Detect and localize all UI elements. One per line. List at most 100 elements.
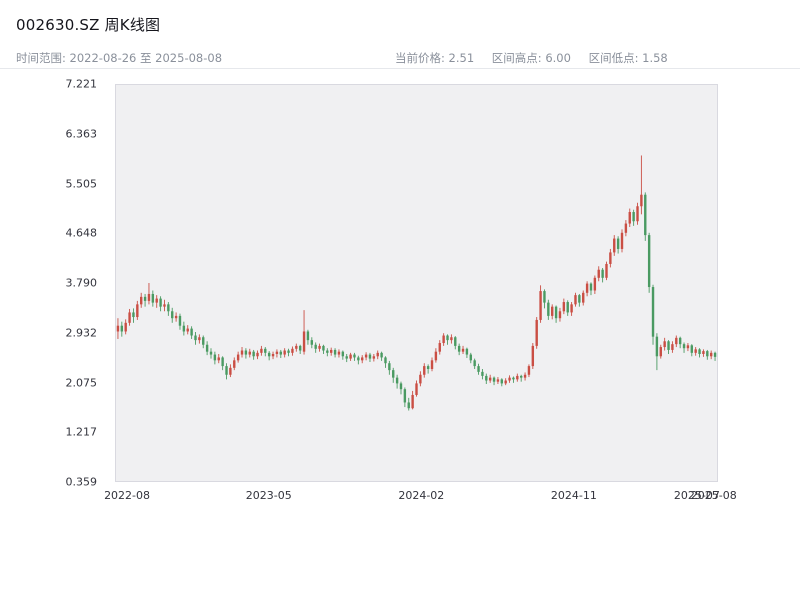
candle [302, 310, 306, 355]
candle [306, 329, 310, 345]
y-axis: 7.221 6.363 5.505 4.648 3.790 2.932 2.075 1.217… [0, 0, 107, 520]
candle [628, 208, 631, 228]
candle [488, 374, 492, 383]
x-tick-label: 2025-07 [673, 489, 720, 502]
candle [485, 373, 488, 384]
candle [500, 378, 504, 387]
candle [143, 293, 147, 307]
candle [248, 348, 251, 358]
candle [236, 351, 240, 363]
candle [395, 374, 399, 389]
candle [582, 290, 585, 306]
candle [585, 281, 589, 297]
candle [279, 349, 282, 359]
candle [651, 284, 655, 345]
candle [322, 344, 325, 354]
candle [543, 289, 546, 309]
candle [353, 352, 356, 361]
candle [341, 350, 345, 360]
time-range-label: 时间范围: 2022-08-26 至 2025-08-08 [16, 51, 223, 65]
candle [275, 349, 279, 358]
range-low-label: 区间低点: [588, 51, 639, 65]
candle [361, 355, 364, 364]
candle [512, 376, 515, 383]
candle [442, 333, 445, 346]
candle [364, 352, 368, 361]
candle [167, 302, 170, 316]
candle [671, 341, 674, 353]
candle [527, 364, 531, 378]
candle [508, 375, 511, 383]
candle [620, 229, 624, 253]
candle [136, 300, 139, 320]
candle [283, 348, 286, 358]
current-price-stat: 当前价格: 2.51 [395, 51, 474, 65]
candle [271, 351, 275, 360]
candle [516, 373, 519, 382]
candle [256, 350, 259, 360]
candle [244, 348, 248, 359]
candle [644, 192, 647, 241]
candle [457, 343, 461, 356]
candle [291, 346, 294, 356]
candle [593, 275, 597, 294]
candle [570, 302, 573, 316]
candle [372, 353, 376, 362]
candle [504, 378, 507, 386]
candle [233, 357, 236, 371]
candle [678, 336, 682, 349]
candle [376, 350, 379, 360]
candle [632, 209, 635, 226]
candle [481, 368, 484, 380]
candle [182, 321, 186, 336]
x-tick-label: 2024-11 [550, 489, 597, 502]
candle [647, 232, 651, 293]
candle [411, 390, 414, 410]
candle [616, 236, 620, 254]
candle [473, 358, 476, 369]
candle [461, 345, 465, 354]
y-tick-label: 2.075 [65, 376, 98, 389]
candle [329, 347, 333, 356]
candle [566, 300, 569, 316]
x-tick-label: 2023-05 [245, 489, 292, 502]
candle [151, 290, 155, 307]
plot-area [115, 84, 718, 482]
candle [186, 325, 189, 335]
candle [314, 342, 317, 353]
candle [380, 351, 383, 361]
y-tick-label: 4.648 [65, 226, 98, 240]
candle [240, 347, 244, 358]
candle [659, 344, 662, 359]
price-summary: 当前价格: 2.51 区间高点: 6.00 区间低点: 1.58 [395, 50, 682, 66]
candle [574, 292, 577, 307]
candle [415, 380, 418, 397]
candle [690, 344, 693, 357]
candle [682, 342, 686, 353]
candle [209, 348, 213, 359]
candle [419, 371, 422, 387]
candle [601, 267, 604, 283]
candle [496, 377, 500, 384]
candle [128, 308, 131, 326]
candle [605, 261, 608, 281]
candle [403, 387, 407, 408]
candle [589, 282, 593, 296]
candle [155, 295, 158, 308]
candle [163, 299, 166, 312]
x-tick-label: 2025-08 [690, 489, 737, 502]
candle [675, 335, 678, 348]
candle [116, 318, 120, 339]
current-price-label: 当前价格: [395, 51, 445, 65]
y-tick-label: 5.505 [65, 177, 98, 190]
candle [213, 351, 217, 365]
candle [551, 304, 554, 320]
candle [345, 353, 348, 363]
candle [492, 376, 496, 386]
y-tick-label: 7.221 [65, 77, 98, 91]
candle [171, 307, 174, 323]
candle [694, 347, 697, 356]
candle [539, 285, 542, 323]
candle [709, 350, 713, 360]
